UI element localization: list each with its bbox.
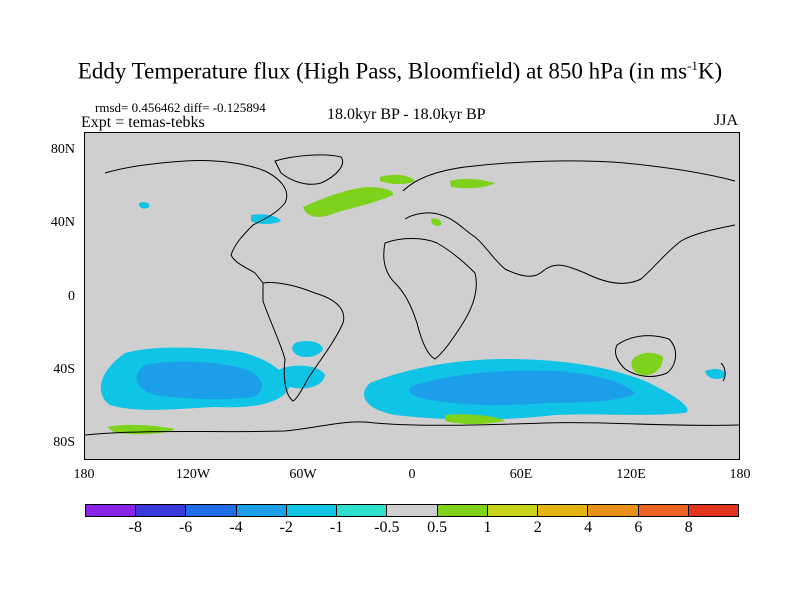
- colorbar-swatch: [236, 505, 287, 516]
- south-pacific-west-patch: [705, 369, 726, 379]
- south-america-coast: [262, 282, 345, 402]
- positive-flux-regions: [107, 174, 663, 435]
- colorbar-tick-label: -6: [178, 519, 193, 536]
- colorbar-swatch: [538, 505, 589, 516]
- negative-flux-regions: [100, 202, 726, 420]
- colorbar-swatch: [387, 505, 438, 516]
- lat-tick-label: 80N: [50, 142, 75, 157]
- season-label: JJA: [714, 112, 739, 129]
- lon-tick-label: 180: [73, 467, 95, 482]
- colorbar-tick-label: -1: [329, 519, 344, 536]
- colorbar-tick-label: 1: [483, 519, 492, 536]
- colorbar-swatch: [437, 505, 488, 516]
- colorbar-swatch: [337, 505, 388, 516]
- lat-tick-label: 80S: [53, 435, 75, 450]
- north-atlantic-green: [303, 187, 394, 217]
- north-pacific-patch: [139, 202, 150, 209]
- scandinavia-green: [450, 178, 495, 189]
- colorbar-swatch: [186, 505, 237, 516]
- lon-tick-label: 120W: [175, 467, 211, 482]
- colorbar-swatch: [136, 505, 187, 516]
- lat-tick-label: 40N: [50, 215, 75, 230]
- south-indian-band-inner: [409, 370, 635, 406]
- lat-tick-label: 40S: [53, 362, 75, 377]
- north-america-patch: [251, 214, 281, 224]
- lat-tick-label: 0: [68, 289, 75, 304]
- australia-coast: [614, 335, 676, 377]
- eurasia-coast: [402, 160, 736, 284]
- antarctica-coast: [85, 421, 739, 436]
- colorbar-tick-label: -0.5: [374, 519, 400, 536]
- colorbar-tick-label: 6: [634, 519, 643, 536]
- greenland-coast: [274, 154, 343, 185]
- colorbar-tick-label: -4: [229, 519, 243, 536]
- coastlines: [85, 154, 739, 436]
- map-title: Eddy Temperature flux (High Pass, Bloomf…: [77, 58, 723, 84]
- map-canvas: [85, 154, 739, 436]
- colorbar-tick-label: 8: [684, 519, 693, 536]
- europe-green: [431, 218, 442, 226]
- antarctic-coast-green-east: [445, 414, 505, 424]
- world-map-panel: [84, 132, 740, 460]
- australia-green: [631, 352, 663, 376]
- colorbar-tick-label: 0.5: [427, 519, 448, 536]
- africa-coast: [383, 238, 477, 360]
- rmsd-diff-stats: rmsd= 0.456462 diff= -0.125894: [95, 100, 266, 115]
- lon-tick-label: 180: [729, 467, 751, 482]
- north-america-coast: [104, 160, 288, 284]
- period-label: 18.0kyr BP - 18.0kyr BP: [327, 106, 486, 123]
- colorbar-tick-label: 2: [533, 519, 542, 536]
- colorbar-tick-label: -8: [128, 519, 142, 536]
- colorbar-swatch: [86, 505, 137, 516]
- colorbar-swatch: [688, 505, 739, 516]
- south-pacific-band-inner: [136, 361, 263, 400]
- lon-tick-label: 60W: [289, 467, 317, 482]
- new-zealand-coast: [720, 362, 726, 382]
- nordic-green: [380, 174, 415, 184]
- colorbar-tick-label: -2: [279, 519, 293, 536]
- lon-tick-label: 120E: [616, 467, 646, 482]
- lon-tick-label: 0: [408, 467, 416, 482]
- colorbar-tick-label: 4: [584, 519, 593, 536]
- colorbar: [85, 504, 739, 517]
- experiment-label: Expt = temas-tebks: [81, 114, 205, 131]
- colorbar-swatch: [638, 505, 689, 516]
- south-america-patch: [292, 341, 323, 357]
- colorbar-swatch: [487, 505, 539, 516]
- colorbar-swatch: [286, 505, 338, 516]
- lon-tick-label: 60E: [509, 467, 533, 482]
- colorbar-swatch: [588, 505, 639, 516]
